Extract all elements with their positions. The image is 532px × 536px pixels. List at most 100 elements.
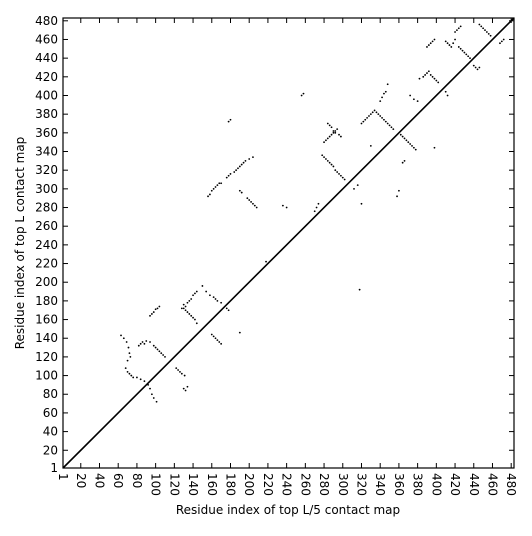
x-tick-label: 420 bbox=[448, 473, 462, 496]
data-point bbox=[205, 290, 208, 293]
x-tick-label: 80 bbox=[130, 473, 144, 488]
data-point bbox=[446, 42, 449, 45]
data-point bbox=[210, 189, 213, 192]
data-point bbox=[122, 337, 125, 340]
data-point bbox=[325, 158, 327, 160]
data-point bbox=[229, 118, 232, 121]
data-point bbox=[184, 305, 187, 308]
y-tick-label: 460 bbox=[35, 32, 58, 46]
data-point bbox=[184, 309, 187, 312]
data-point bbox=[220, 182, 223, 185]
data-point bbox=[381, 116, 383, 119]
data-point bbox=[338, 133, 340, 136]
data-point bbox=[388, 124, 391, 127]
data-point bbox=[237, 167, 239, 170]
data-point bbox=[334, 169, 337, 172]
data-point bbox=[330, 126, 333, 129]
data-point bbox=[238, 165, 241, 168]
data-point bbox=[192, 294, 194, 297]
data-point bbox=[195, 322, 198, 325]
data-point bbox=[379, 115, 382, 117]
data-point bbox=[390, 126, 393, 129]
data-point bbox=[235, 169, 238, 172]
data-point bbox=[227, 309, 230, 312]
data-point bbox=[195, 290, 198, 293]
data-point bbox=[158, 350, 161, 353]
y-tick-label: 260 bbox=[35, 219, 58, 233]
data-point bbox=[325, 139, 327, 142]
data-point bbox=[444, 90, 447, 93]
data-point bbox=[478, 23, 481, 26]
y-tick-label: 60 bbox=[43, 406, 58, 420]
data-point bbox=[182, 303, 185, 306]
data-point bbox=[396, 195, 398, 198]
data-point bbox=[407, 141, 410, 144]
data-point bbox=[386, 83, 389, 86]
y-tick-label: 300 bbox=[35, 182, 58, 196]
data-point bbox=[454, 38, 456, 41]
x-tick-label: 100 bbox=[149, 473, 163, 496]
data-point bbox=[225, 176, 228, 179]
data-point bbox=[487, 32, 490, 35]
data-point bbox=[207, 195, 209, 198]
data-point bbox=[384, 90, 387, 93]
data-point bbox=[162, 354, 165, 356]
data-point bbox=[238, 331, 241, 334]
data-point bbox=[139, 342, 142, 345]
data-point bbox=[401, 135, 404, 138]
data-point bbox=[156, 348, 159, 351]
data-point bbox=[343, 178, 346, 181]
data-point bbox=[323, 141, 325, 144]
y-tick-label: 1 bbox=[50, 461, 58, 475]
data-point bbox=[244, 159, 247, 162]
x-tick-label: 220 bbox=[261, 473, 275, 496]
data-point bbox=[368, 115, 370, 117]
data-point bbox=[459, 47, 462, 50]
data-point bbox=[212, 187, 215, 190]
x-tick-label: 340 bbox=[373, 473, 387, 496]
x-tick-label: 160 bbox=[205, 473, 219, 496]
data-point bbox=[431, 75, 434, 78]
data-point bbox=[229, 173, 232, 175]
data-point bbox=[431, 40, 434, 43]
y-tick-label: 100 bbox=[35, 369, 58, 383]
data-point bbox=[328, 135, 331, 138]
y-tick-label: 180 bbox=[35, 294, 58, 308]
y-tick-label: 40 bbox=[43, 425, 58, 439]
data-point bbox=[300, 94, 303, 97]
data-point bbox=[326, 159, 329, 162]
x-tick-label: 280 bbox=[317, 473, 331, 496]
data-point bbox=[356, 184, 359, 187]
data-point bbox=[128, 372, 131, 375]
data-point bbox=[160, 352, 163, 355]
data-point bbox=[422, 75, 425, 78]
data-point bbox=[125, 341, 128, 343]
data-point bbox=[233, 171, 236, 173]
data-point bbox=[392, 128, 395, 130]
data-point bbox=[212, 335, 215, 338]
data-point bbox=[360, 122, 363, 125]
data-point bbox=[411, 145, 413, 147]
data-point bbox=[158, 305, 161, 308]
data-point bbox=[190, 314, 193, 317]
data-point bbox=[212, 296, 215, 299]
data-point bbox=[156, 307, 159, 310]
data-point bbox=[427, 44, 430, 46]
data-point bbox=[265, 260, 267, 263]
data-point bbox=[248, 199, 251, 201]
data-point bbox=[210, 333, 213, 336]
data-point bbox=[405, 139, 408, 142]
data-point bbox=[248, 158, 251, 160]
data-point bbox=[334, 130, 337, 132]
data-point bbox=[412, 146, 415, 149]
data-point bbox=[383, 118, 385, 121]
data-point bbox=[137, 344, 140, 347]
x-tick-label: 440 bbox=[467, 473, 481, 496]
data-point bbox=[433, 38, 436, 41]
data-point bbox=[328, 161, 331, 164]
data-point bbox=[379, 100, 382, 102]
data-point bbox=[145, 340, 148, 342]
data-point bbox=[250, 201, 252, 203]
data-point bbox=[126, 370, 129, 373]
